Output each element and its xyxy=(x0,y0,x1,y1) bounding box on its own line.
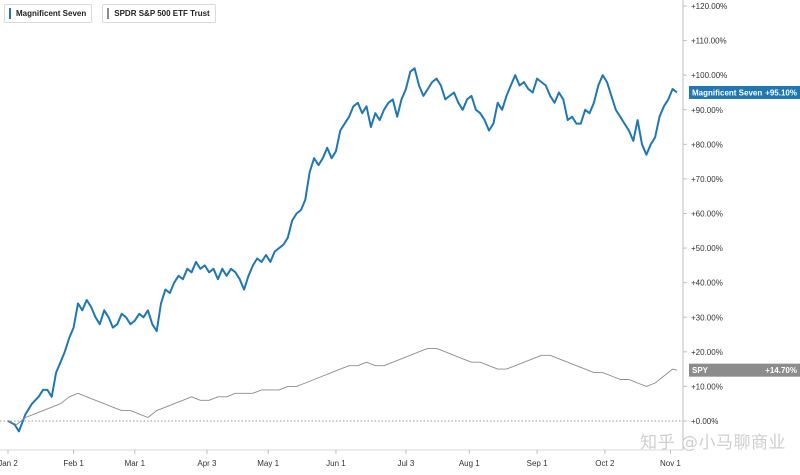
y-tick-label: +80.00% xyxy=(691,140,723,149)
x-tick-label: Nov 1 xyxy=(660,459,681,468)
series-layer xyxy=(7,67,678,433)
y-tick-label: +70.00% xyxy=(691,175,723,184)
x-tick-label: Sep 1 xyxy=(527,459,548,468)
x-tick-label: Apr 3 xyxy=(197,459,217,468)
x-tick-label: Jan 2 xyxy=(0,459,18,468)
end-label-name: SPY xyxy=(692,366,709,375)
legend-item-spy[interactable]: SPDR S&P 500 ETF Trust xyxy=(102,4,216,23)
x-tick-label: Feb 1 xyxy=(63,459,84,468)
y-tick-label: +60.00% xyxy=(691,210,723,219)
x-tick-label: Jul 3 xyxy=(397,459,414,468)
legend-swatch-magnificent-seven xyxy=(9,8,11,19)
end-label-bg xyxy=(689,85,800,99)
end-label-name: Magnificent Seven xyxy=(692,88,762,97)
y-tick-label: +0.00% xyxy=(691,417,718,426)
x-tick-label: Mar 1 xyxy=(125,459,146,468)
y-tick-label: +50.00% xyxy=(691,244,723,253)
end-label-bg xyxy=(689,363,800,377)
y-tick-label: +20.00% xyxy=(691,348,723,357)
chart-legend: Magnificent Seven SPDR S&P 500 ETF Trust xyxy=(4,4,216,23)
legend-label-magnificent-seven: Magnificent Seven xyxy=(16,9,87,18)
series-line-spy xyxy=(7,347,678,425)
end-label-magnificent-seven: Magnificent Seven +95.10% xyxy=(689,85,800,99)
y-tick-label: +10.00% xyxy=(691,382,723,391)
x-tick-label: Jun 1 xyxy=(326,459,346,468)
x-tick-label: Aug 1 xyxy=(459,459,480,468)
end-label-value: +14.70% xyxy=(765,366,797,375)
y-tick-label: +90.00% xyxy=(691,106,723,115)
end-label-spy: SPY +14.70% xyxy=(689,363,800,377)
y-tick-label: +100.00% xyxy=(691,71,727,80)
legend-item-magnificent-seven[interactable]: Magnificent Seven xyxy=(4,4,93,23)
end-label-value: +95.10% xyxy=(765,88,797,97)
y-tick-label: +120.00% xyxy=(691,2,727,11)
series-line-magnificent-seven xyxy=(7,67,678,433)
legend-label-spy: SPDR S&P 500 ETF Trust xyxy=(114,9,210,18)
x-tick-label: May 1 xyxy=(257,459,279,468)
y-tick-label: +110.00% xyxy=(691,37,727,46)
watermark: 知乎 @小马聊商业 xyxy=(640,433,786,453)
legend-swatch-spy xyxy=(107,8,110,19)
axes-layer: +0.00% +10.00% +20.00% +30.00% +40.00% +50.00… xyxy=(0,0,727,468)
y-tick-label: +40.00% xyxy=(691,279,723,288)
y-tick-label: +30.00% xyxy=(691,313,723,322)
x-tick-label: Oct 2 xyxy=(595,459,615,468)
label-layer: Magnificent Seven +95.10% SPY +14.70% xyxy=(689,85,800,377)
